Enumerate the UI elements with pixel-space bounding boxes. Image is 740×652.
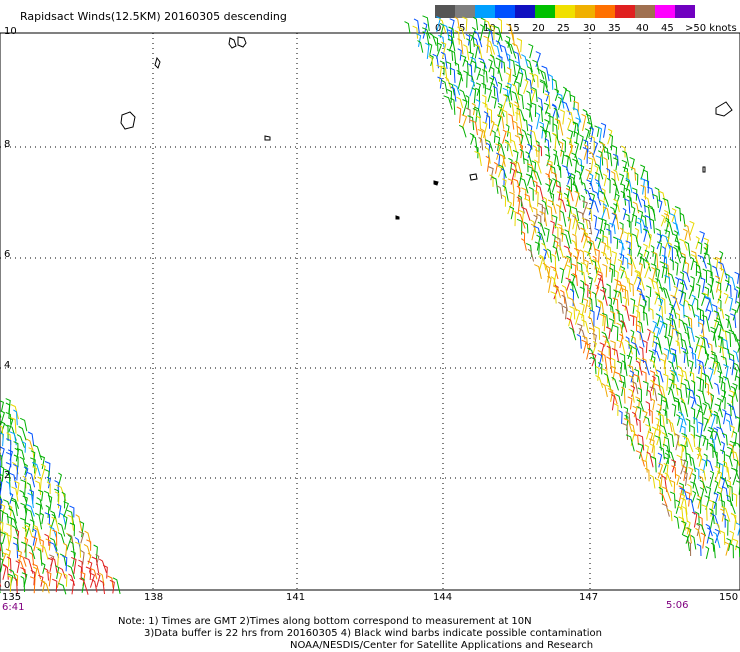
lon-label-150: 150 — [719, 592, 738, 603]
note-line-2: 3)Data buffer is 22 hrs from 20160305 4)… — [118, 628, 602, 640]
lat-label-0: 0 — [4, 580, 10, 591]
wind-barb — [455, 17, 460, 31]
lat-label-8: 8 — [4, 139, 10, 150]
lon-label-144: 144 — [433, 592, 452, 603]
lon-label-141: 141 — [286, 592, 305, 603]
plot-frame — [0, 33, 740, 590]
island — [396, 216, 399, 219]
time-left: 6:41 — [2, 602, 24, 613]
lat-label-10: 10 — [4, 26, 17, 37]
lat-label-2: 2 — [4, 470, 10, 481]
time-right: 5:06 — [666, 600, 688, 611]
wind-barb — [462, 17, 467, 31]
note-line-1: Note: 1) Times are GMT 2)Times along bot… — [118, 616, 602, 628]
notes: Note: 1) Times are GMT 2)Times along bot… — [118, 616, 602, 652]
island — [434, 181, 438, 185]
lon-label-147: 147 — [579, 592, 598, 603]
note-line-3: NOAA/NESDIS/Center for Satellite Applica… — [118, 640, 602, 652]
lat-label-4: 4 — [4, 360, 10, 371]
lat-label-6: 6 — [4, 249, 10, 260]
wind-barb — [405, 22, 411, 34]
lon-label-138: 138 — [144, 592, 163, 603]
